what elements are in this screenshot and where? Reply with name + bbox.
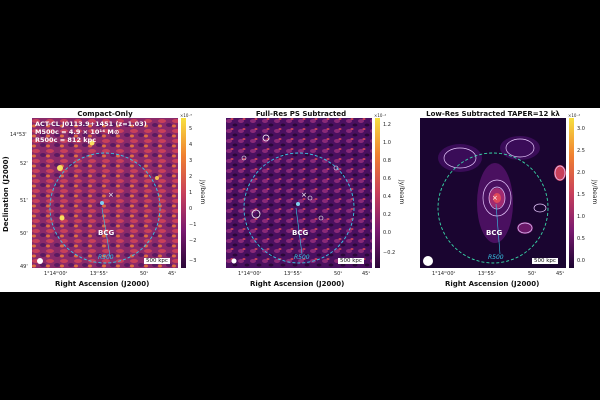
svg-text:×: × [492,194,498,202]
r500-label: R500 [98,254,114,261]
x-tick: 50ˢ [334,271,343,277]
colorbar-tick: 0.0 [577,258,585,264]
bcg-label: BCG [98,229,115,237]
x-axis-label: Right Ascension (J2000) [445,280,540,288]
colorbar-fullres [375,118,380,268]
colorbar-tick: 2.5 [577,148,585,154]
colorbar-tick: 4 [189,142,193,148]
colorbar-tick: −3 [189,258,197,264]
panel-title-compact: Compact-Only [77,110,133,118]
colorbar-tick: 1 [189,190,193,196]
colorbar-lowres [569,118,574,268]
colorbar-tick: 0.6 [383,176,391,182]
colorbar-tick: 1.0 [383,140,391,146]
cluster-name: ACT-CL J0113.9+1451 (z=1.03) [35,120,147,128]
colorbar-multiplier: ×10⁻⁵ [180,113,193,118]
colorbar-tick: 0.2 [383,212,391,218]
map-image-fullres: × [226,118,372,268]
colorbar-label: Jy/beam [591,180,598,205]
colorbar-tick: 5 [189,126,193,132]
y-tick: 49' [20,264,28,270]
cluster-mass: M500c = 4.9 × 10¹⁴ M⊙ [35,128,120,136]
x-tick: 45ˢ [556,271,565,277]
y-tick: 51' [20,198,28,204]
colorbar-tick: 0.0 [383,230,391,236]
scale-bar-label: 500 kpc [532,258,558,264]
x-tick: 1°14ᵐ00ˢ [432,271,456,277]
panel-title-lowres: Low-Res Subtracted TAPER=12 kλ [426,110,560,118]
colorbar-tick: −0.2 [383,250,396,256]
y-tick: 52' [20,161,28,167]
colorbar-multiplier: ×10⁻⁴ [374,113,387,118]
x-tick: 13ᵐ55ˢ [90,271,108,277]
r500-label: R500 [488,254,504,261]
x-tick: 13ᵐ55ˢ [284,271,302,277]
map-image-lowres: × [420,118,566,268]
r500-label: R500 [294,254,310,261]
x-tick: 50ˢ [528,271,537,277]
colorbar-label: Jy/beam [398,180,405,205]
bcg-label: BCG [292,229,309,237]
svg-text:×: × [301,191,307,199]
colorbar-tick: 0.8 [383,158,391,164]
colorbar-tick: 1.5 [577,192,585,198]
scale-bar-label: 500 kpc [338,258,364,264]
x-tick: 13ᵐ55ˢ [478,271,496,277]
colorbar-multiplier: ×10⁻⁴ [568,113,581,118]
map-image-compact: × [32,118,178,268]
x-axis-label: Right Ascension (J2000) [250,280,345,288]
colorbar-tick: 1.2 [383,122,391,128]
colorbar-tick: 3.0 [577,126,585,132]
scale-bar-label: 500 kpc [144,258,170,264]
x-tick: 50ˢ [140,271,149,277]
colorbar-tick: −1 [189,222,197,228]
colorbar-label: Jy/beam [199,180,206,205]
colorbar-tick: 1.0 [577,214,585,220]
y-axis-label: Declination (J2000) [2,156,10,232]
y-tick: 50' [20,231,28,237]
y-tick: 14°53' [10,132,27,138]
x-tick: 1°14ᵐ00ˢ [238,271,262,277]
colorbar-tick: −2 [189,238,197,244]
colorbar-tick: 0.5 [577,236,585,242]
bcg-label: BCG [486,229,503,237]
colorbar-tick: 0 [189,206,193,212]
x-tick: 45ˢ [362,271,371,277]
colorbar-compact [181,118,186,268]
cluster-radius: R500c = 812 kpc [35,136,97,144]
colorbar-tick: 2 [189,174,193,180]
x-tick: 45ˢ [168,271,177,277]
x-axis-label: Right Ascension (J2000) [55,280,150,288]
x-tick: 1°14ᵐ00ˢ [44,271,68,277]
colorbar-tick: 2.0 [577,170,585,176]
svg-text:×: × [108,191,114,199]
panel-title-fullres: Full-Res PS Subtracted [255,110,347,118]
colorbar-tick: 3 [189,158,193,164]
colorbar-tick: 0.4 [383,194,391,200]
